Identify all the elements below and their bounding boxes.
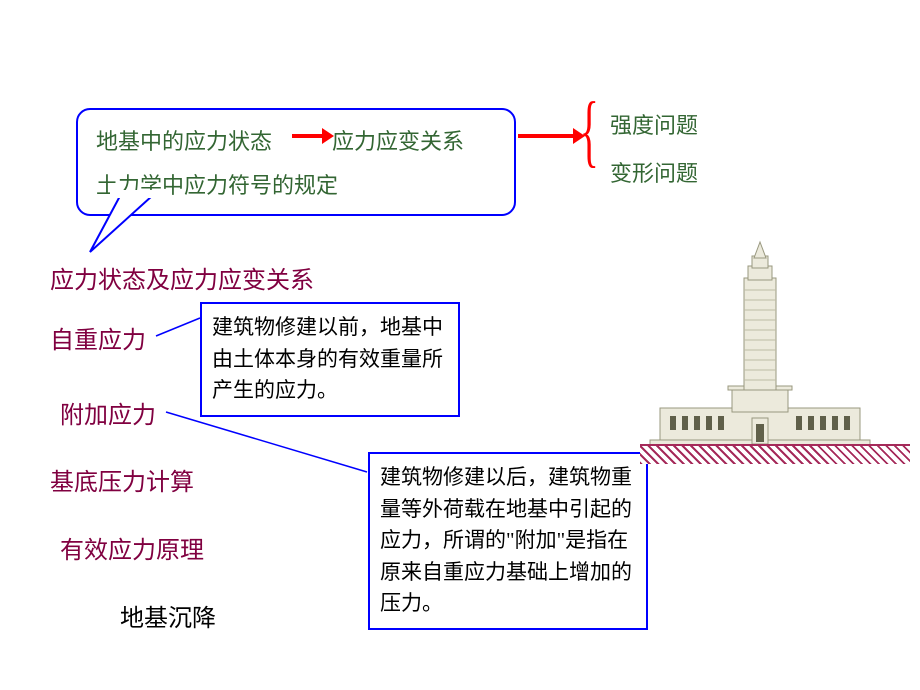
ground-hatch	[640, 444, 910, 464]
desc-box-1: 建筑物修建以前，地基中由土体本身的有效重量所产生的应力。	[200, 302, 460, 417]
topic-1: 应力状态及应力应变关系	[50, 260, 314, 295]
building-icon	[640, 240, 880, 446]
desc-text-2: 建筑物修建以后，建筑物重量等外荷载在地基中引起的应力，所谓的"附加"是指在原来自…	[380, 465, 632, 615]
arrow-to-brace	[518, 134, 573, 138]
topic-5: 有效应力原理	[60, 530, 204, 565]
callout-line1-right: 应力应变关系	[332, 124, 464, 156]
topic-3: 附加应力	[60, 395, 156, 430]
brace-icon: {	[580, 86, 599, 177]
callout-line2: 土力学中应力符号的规定	[96, 168, 496, 200]
arrow-inner	[292, 134, 322, 138]
topic-4: 基底压力计算	[50, 462, 194, 497]
brace-item-2: 变形问题	[610, 156, 698, 188]
desc-text-1: 建筑物修建以前，地基中由土体本身的有效重量所产生的应力。	[212, 315, 443, 402]
topic-6: 地基沉降	[120, 598, 216, 633]
callout-line1-left: 地基中的应力状态	[96, 124, 272, 156]
callout-box: 地基中的应力状态 应力应变关系 土力学中应力符号的规定	[76, 108, 516, 216]
topic-2: 自重应力	[50, 320, 146, 355]
brace-item-1: 强度问题	[610, 108, 698, 140]
desc-box-2: 建筑物修建以后，建筑物重量等外荷载在地基中引起的应力，所谓的"附加"是指在原来自…	[368, 452, 648, 630]
